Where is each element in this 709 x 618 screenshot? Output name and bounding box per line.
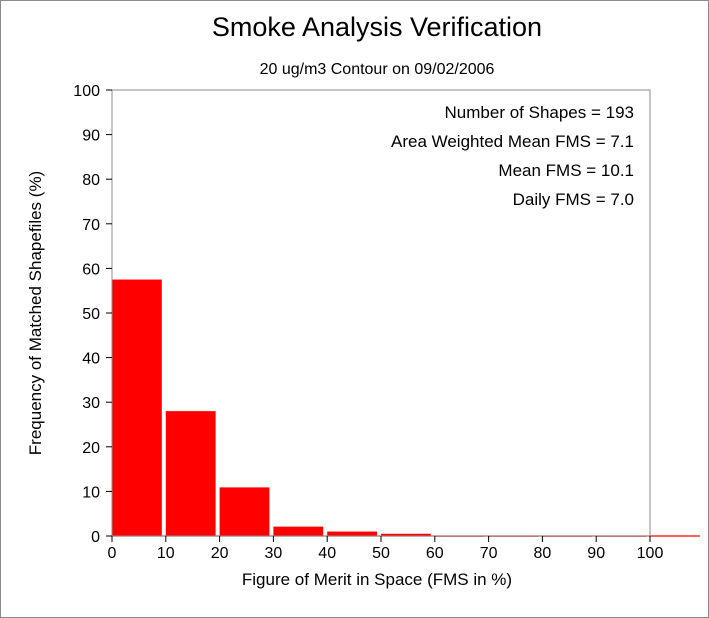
x-tick-label: 30 — [265, 545, 283, 562]
x-tick-label: 10 — [157, 545, 175, 562]
annotation-4: Daily FMS = 7.0 — [513, 190, 634, 209]
x-tick-label: 40 — [318, 545, 336, 562]
x-tick-label: 70 — [480, 545, 498, 562]
y-tick-label: 90 — [82, 128, 100, 145]
bar-0-10 — [112, 279, 162, 536]
y-tick-label: 20 — [82, 440, 100, 457]
x-tick-label: 90 — [587, 545, 605, 562]
x-tick-label: 0 — [108, 545, 117, 562]
x-tick-label: 60 — [426, 545, 444, 562]
y-tick-label: 40 — [82, 351, 100, 368]
y-axis-ticks: 0 10 20 30 40 50 60 70 80 90 100 — [73, 83, 112, 546]
y-tick-label: 10 — [82, 484, 100, 501]
chart-title: Smoke Analysis Verification — [212, 12, 542, 42]
x-axis-ticks: 0 10 20 30 40 50 60 70 80 90 100 — [108, 536, 664, 562]
statistics-annotations: Number of Shapes = 193 Area Weighted Mean… — [391, 103, 634, 209]
annotation-3: Mean FMS = 10.1 — [498, 161, 634, 180]
y-tick-label: 60 — [82, 261, 100, 278]
annotation-1: Number of Shapes = 193 — [445, 103, 634, 122]
x-tick-label: 20 — [211, 545, 229, 562]
bar-30-40 — [273, 526, 324, 536]
y-axis-label: Frequency of Matched Shapefiles (%) — [26, 171, 45, 455]
bar-50-60 — [381, 533, 431, 536]
y-tick-label: 80 — [82, 172, 100, 189]
x-tick-label: 80 — [534, 545, 552, 562]
x-axis-label: Figure of Merit in Space (FMS in %) — [242, 570, 512, 589]
x-tick-label: 100 — [637, 545, 664, 562]
y-tick-label: 30 — [82, 395, 100, 412]
bars-layer — [112, 279, 700, 537]
y-tick-label: 50 — [82, 306, 100, 323]
y-tick-label: 0 — [91, 529, 100, 546]
x-tick-label: 50 — [372, 545, 390, 562]
chart-subtitle: 20 ug/m3 Contour on 09/02/2006 — [260, 61, 495, 78]
bar-40-50 — [327, 531, 377, 536]
annotation-2: Area Weighted Mean FMS = 7.1 — [391, 132, 634, 151]
y-tick-label: 70 — [82, 217, 100, 234]
bar-10-20 — [165, 411, 216, 536]
bar-20-30 — [219, 487, 270, 536]
y-tick-label: 100 — [73, 83, 100, 100]
